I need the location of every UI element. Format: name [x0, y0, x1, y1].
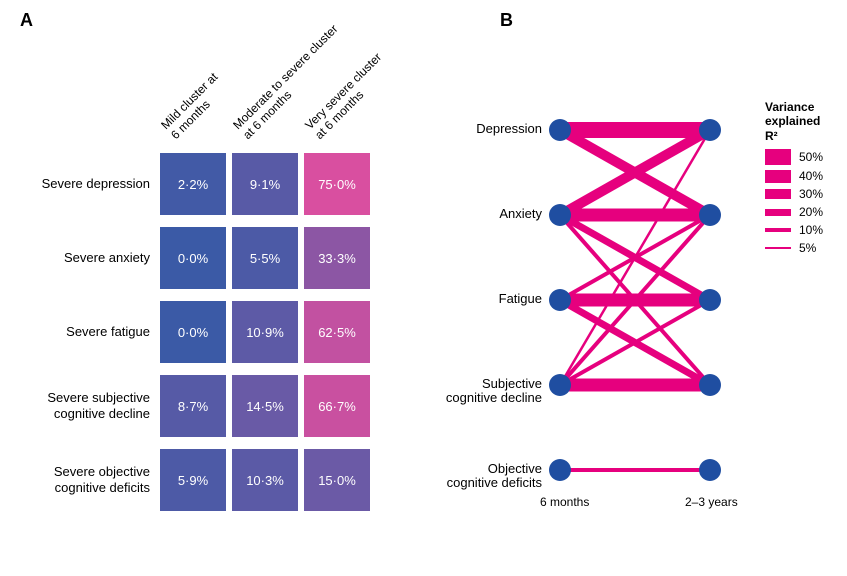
- row-label: Severe anxiety: [20, 250, 160, 266]
- heatmap-cell: 9·1%: [232, 153, 298, 215]
- x-axis-right: 2–3 years: [685, 495, 738, 509]
- legend-item: 30%: [765, 187, 830, 201]
- panel-b-network: DepressionAnxietyFatigueSubjectivecognit…: [460, 100, 830, 540]
- network-node: [699, 374, 721, 396]
- node-label: Subjectivecognitive decline: [446, 377, 542, 406]
- network-node: [699, 204, 721, 226]
- heatmap-body: Severe depression2·2%9·1%75·0%Severe anx…: [20, 150, 420, 514]
- network-node: [549, 204, 571, 226]
- heatmap-cell: 14·5%: [232, 375, 298, 437]
- legend-label: 20%: [799, 205, 823, 219]
- legend: Variance explained R² 50% 40% 30% 20% 10% 5%: [765, 100, 830, 259]
- legend-item: 5%: [765, 241, 830, 255]
- heatmap-cell: 10·3%: [232, 449, 298, 511]
- legend-label: 50%: [799, 150, 823, 164]
- legend-label: 5%: [799, 241, 816, 255]
- heatmap-row: Severe fatigue0·0%10·9%62·5%: [20, 298, 420, 366]
- heatmap-row: Severe anxiety0·0%5·5%33·3%: [20, 224, 420, 292]
- network-node: [549, 374, 571, 396]
- heatmap-cell: 15·0%: [304, 449, 370, 511]
- heatmap-cell: 8·7%: [160, 375, 226, 437]
- heatmap-cell: 10·9%: [232, 301, 298, 363]
- legend-swatch: [765, 170, 791, 183]
- row-label: Severe fatigue: [20, 324, 160, 340]
- legend-label: 30%: [799, 187, 823, 201]
- heatmap-row: Severe depression2·2%9·1%75·0%: [20, 150, 420, 218]
- heatmap-column-headers: Mild cluster at6 months Moderate to seve…: [160, 50, 420, 150]
- legend-title: Variance explained R²: [765, 100, 830, 143]
- node-label: Objectivecognitive deficits: [447, 462, 542, 491]
- heatmap-cell: 5·9%: [160, 449, 226, 511]
- heatmap-cell: 75·0%: [304, 153, 370, 215]
- legend-item: 40%: [765, 169, 830, 183]
- legend-item: 10%: [765, 223, 830, 237]
- legend-swatch: [765, 228, 791, 232]
- panel-a-label: A: [20, 10, 33, 31]
- heatmap-cell: 5·5%: [232, 227, 298, 289]
- heatmap-cell: 66·7%: [304, 375, 370, 437]
- heatmap-row: Severe objectivecognitive deficits5·9%10…: [20, 446, 420, 514]
- row-label: Severe objectivecognitive deficits: [20, 464, 160, 495]
- heatmap-cell: 33·3%: [304, 227, 370, 289]
- network-node: [699, 119, 721, 141]
- col-header-0: Mild cluster at6 months: [158, 70, 230, 142]
- legend-swatch: [765, 209, 791, 216]
- heatmap-cell: 0·0%: [160, 227, 226, 289]
- network-node: [549, 289, 571, 311]
- node-label: Anxiety: [499, 207, 542, 221]
- network-node: [699, 459, 721, 481]
- row-label: Severe subjectivecognitive decline: [20, 390, 160, 421]
- node-label: Fatigue: [499, 292, 542, 306]
- network-svg: [460, 100, 740, 520]
- node-label: Depression: [476, 122, 542, 136]
- network-node: [699, 289, 721, 311]
- heatmap-row: Severe subjectivecognitive decline8·7%14…: [20, 372, 420, 440]
- row-label: Severe depression: [20, 176, 160, 192]
- legend-swatch: [765, 149, 791, 165]
- heatmap-cell: 2·2%: [160, 153, 226, 215]
- heatmap-cell: 0·0%: [160, 301, 226, 363]
- x-axis-left: 6 months: [540, 495, 589, 509]
- legend-item: 20%: [765, 205, 830, 219]
- legend-swatch: [765, 247, 791, 250]
- panel-a-heatmap: Mild cluster at6 months Moderate to seve…: [20, 50, 420, 520]
- legend-label: 10%: [799, 223, 823, 237]
- network-node: [549, 119, 571, 141]
- network-node: [549, 459, 571, 481]
- legend-swatch: [765, 189, 791, 199]
- heatmap-cell: 62·5%: [304, 301, 370, 363]
- panel-b-label: B: [500, 10, 513, 31]
- legend-label: 40%: [799, 169, 823, 183]
- legend-item: 50%: [765, 149, 830, 165]
